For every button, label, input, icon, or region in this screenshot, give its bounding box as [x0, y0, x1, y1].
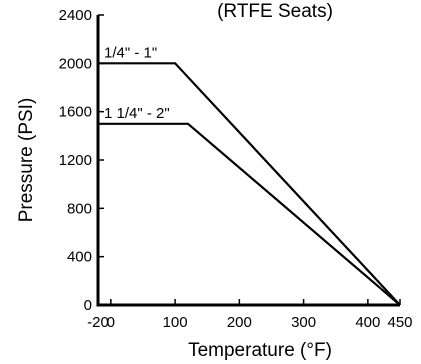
series-label: 1 1/4" - 2"	[104, 105, 170, 122]
x-tick-label: 300	[291, 314, 316, 331]
plot-area: 0 400 800 1200 1600 2000 2400 -200 100 200 300 400 4…	[16, 1, 413, 361]
x-tick-label: 450	[387, 314, 412, 331]
y-tick-label: 800	[67, 200, 92, 217]
x-tick-label: 400	[355, 314, 380, 331]
chart-title: (RTFE Seats)	[217, 1, 333, 22]
x-tick-label: 200	[227, 314, 252, 331]
y-tick-label: 2400	[59, 7, 92, 24]
y-tick-label: 2000	[59, 55, 92, 72]
y-tick-label: 400	[67, 249, 92, 266]
series-line	[98, 62, 401, 306]
series-label: 1/4" - 1"	[104, 44, 157, 61]
series-line	[98, 122, 401, 306]
x-tick-label: -20	[87, 314, 109, 331]
x-tick-label: 0	[107, 314, 115, 331]
y-tick-label: 1200	[59, 152, 92, 169]
x-tick-label: 100	[163, 314, 188, 331]
y-tick-label: 1600	[59, 104, 92, 121]
y-axis-title: Pressure (PSI)	[16, 98, 37, 223]
y-tick-label: 0	[84, 297, 92, 314]
x-axis-title: Temperature (°F)	[188, 340, 332, 361]
